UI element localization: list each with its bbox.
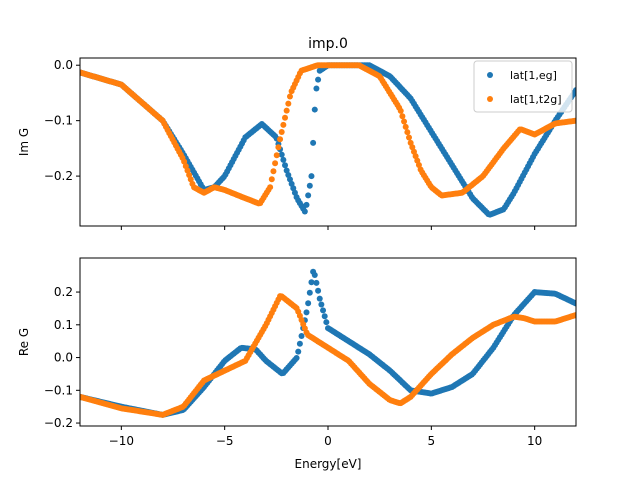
y-tick-label: −0.2 (44, 169, 73, 183)
point-eg (280, 156, 287, 163)
point-eg (298, 332, 305, 339)
point-t2g (402, 123, 409, 130)
point-t2g (273, 152, 280, 159)
x-axis-label: Energy[eV] (295, 457, 362, 471)
point-eg (313, 279, 320, 286)
y-tick-label: 0.0 (54, 351, 73, 365)
legend-label-t2g: lat[1,t2g] (510, 93, 561, 106)
point-eg (301, 208, 308, 215)
point-eg (296, 340, 303, 347)
legend-marker-t2g (487, 96, 493, 102)
y-tick-label: 0.2 (54, 285, 73, 299)
point-t2g (404, 129, 411, 136)
point-t2g (406, 134, 413, 141)
point-eg (323, 319, 330, 326)
legend: lat[1,eg] lat[1,t2g] (473, 60, 573, 113)
point-eg (303, 309, 310, 316)
point-t2g (573, 117, 576, 124)
y-tick-label: 0.1 (54, 318, 73, 332)
imag-axes: 0.0 −0.1 −0.2 (44, 57, 577, 230)
x-tick-label: −5 (216, 434, 234, 448)
y-axis-label-imag: Im G (17, 128, 31, 156)
y-axis-label-real: Re G (17, 328, 31, 356)
y-tick-label: 0.0 (54, 58, 73, 72)
x-tick-label: −10 (109, 434, 134, 448)
point-eg (310, 139, 317, 146)
point-eg (313, 85, 320, 92)
point-eg (305, 300, 312, 307)
y-tick-label: −0.1 (44, 114, 73, 128)
x-tick-label: 10 (527, 434, 542, 448)
point-eg (293, 355, 300, 362)
point-eg (308, 173, 315, 180)
y-tick-label: −0.1 (44, 383, 73, 397)
point-eg (303, 201, 310, 208)
point-t2g (272, 160, 279, 167)
data-points (80, 268, 576, 418)
x-tick-label: 5 (428, 434, 436, 448)
point-eg (306, 289, 313, 296)
point-eg (305, 192, 312, 199)
chart-title: imp.0 (308, 36, 348, 52)
point-eg (321, 313, 328, 320)
point-t2g (282, 114, 289, 121)
legend-label-eg: lat[1,eg] (510, 69, 557, 82)
point-t2g (270, 168, 277, 175)
point-eg (320, 307, 327, 314)
point-t2g (397, 107, 404, 114)
legend-marker-eg (487, 72, 493, 78)
point-t2g (401, 118, 408, 125)
axes-frame (79, 257, 577, 427)
point-t2g (399, 113, 406, 120)
point-t2g (283, 107, 290, 114)
point-eg (315, 76, 322, 83)
point-eg (278, 151, 285, 158)
legend-box (473, 60, 573, 113)
point-t2g (275, 144, 282, 151)
point-eg (318, 301, 325, 308)
point-eg (311, 106, 318, 113)
point-t2g (268, 176, 275, 183)
point-t2g (278, 128, 285, 135)
point-eg (573, 300, 576, 307)
point-t2g (285, 100, 292, 107)
point-eg (311, 272, 318, 279)
x-tick-label: 0 (324, 434, 332, 448)
point-eg (315, 287, 322, 294)
point-t2g (277, 136, 284, 143)
point-eg (306, 182, 313, 189)
point-eg (316, 295, 323, 302)
data-points (80, 62, 576, 218)
y-tick-label: −0.2 (44, 416, 73, 430)
point-eg (308, 279, 315, 286)
point-eg (282, 162, 289, 169)
real-axes: −10 −5 0 5 10 0.2 0.1 0.0 −0.1 −0.2 (44, 257, 577, 448)
point-t2g (267, 184, 274, 191)
point-eg (295, 348, 302, 355)
point-t2g (280, 121, 287, 128)
point-t2g (573, 311, 576, 318)
point-eg (573, 87, 576, 94)
point-t2g (286, 93, 293, 100)
